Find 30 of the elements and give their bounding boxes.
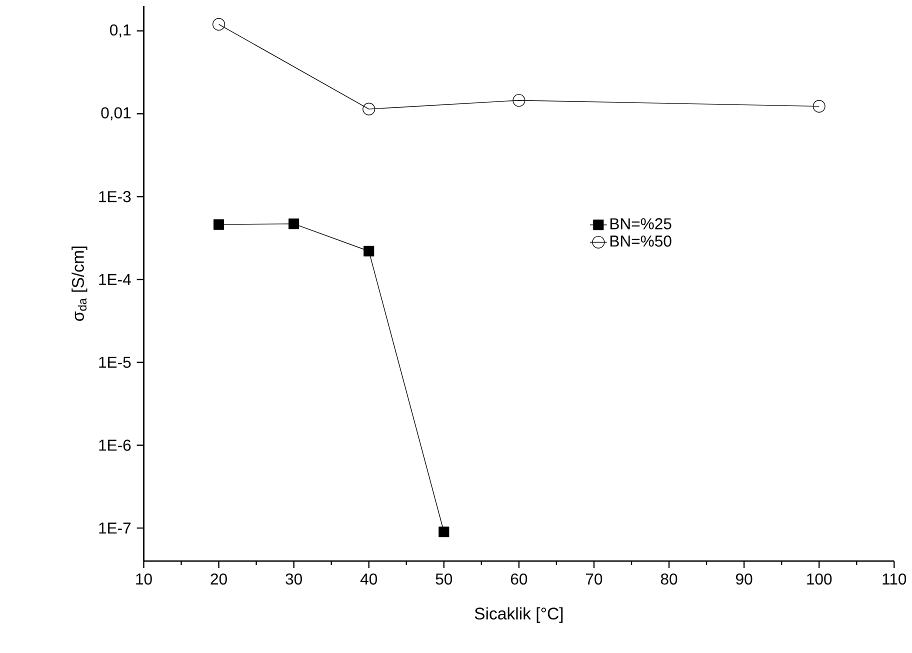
point bbox=[438, 526, 450, 538]
x-axis-title: Sicaklik [°C] bbox=[474, 607, 563, 623]
x-tick-label: 10 bbox=[136, 573, 152, 584]
point bbox=[288, 218, 300, 229]
point bbox=[362, 102, 376, 116]
y-tick-label: 1E-5 bbox=[99, 356, 131, 368]
y-tick-label: 1E-6 bbox=[99, 440, 131, 451]
x-tick-label: 40 bbox=[360, 573, 378, 584]
y-tick-label: 1E-4 bbox=[99, 274, 131, 285]
x-tick-label: 60 bbox=[510, 573, 528, 584]
x-tick-label: 110 bbox=[882, 573, 906, 584]
legend-label: BN=%50 bbox=[610, 235, 672, 247]
y-tick-label: 1E-3 bbox=[99, 190, 131, 202]
x-tick-label: 50 bbox=[436, 573, 452, 584]
point bbox=[212, 18, 226, 30]
y-axis-title: σ$_{da}$ [S/cm] bbox=[72, 246, 88, 321]
x-tick-label: 30 bbox=[286, 573, 302, 584]
x-tick-label: 80 bbox=[660, 573, 678, 584]
x-tick-label: 70 bbox=[586, 573, 602, 584]
y-tick-label: 0,01 bbox=[101, 107, 131, 120]
x-tick-label: 20 bbox=[210, 573, 227, 584]
x-tick-label: 100 bbox=[807, 573, 832, 584]
point bbox=[512, 94, 526, 107]
legend-label: BN=%25 bbox=[610, 218, 672, 230]
point bbox=[213, 219, 224, 230]
y-tick-label: 0,1 bbox=[110, 24, 131, 38]
point bbox=[364, 246, 374, 256]
point bbox=[812, 100, 826, 112]
y-tick-label: 1E-7 bbox=[99, 522, 131, 534]
x-tick-label: 90 bbox=[736, 573, 752, 584]
